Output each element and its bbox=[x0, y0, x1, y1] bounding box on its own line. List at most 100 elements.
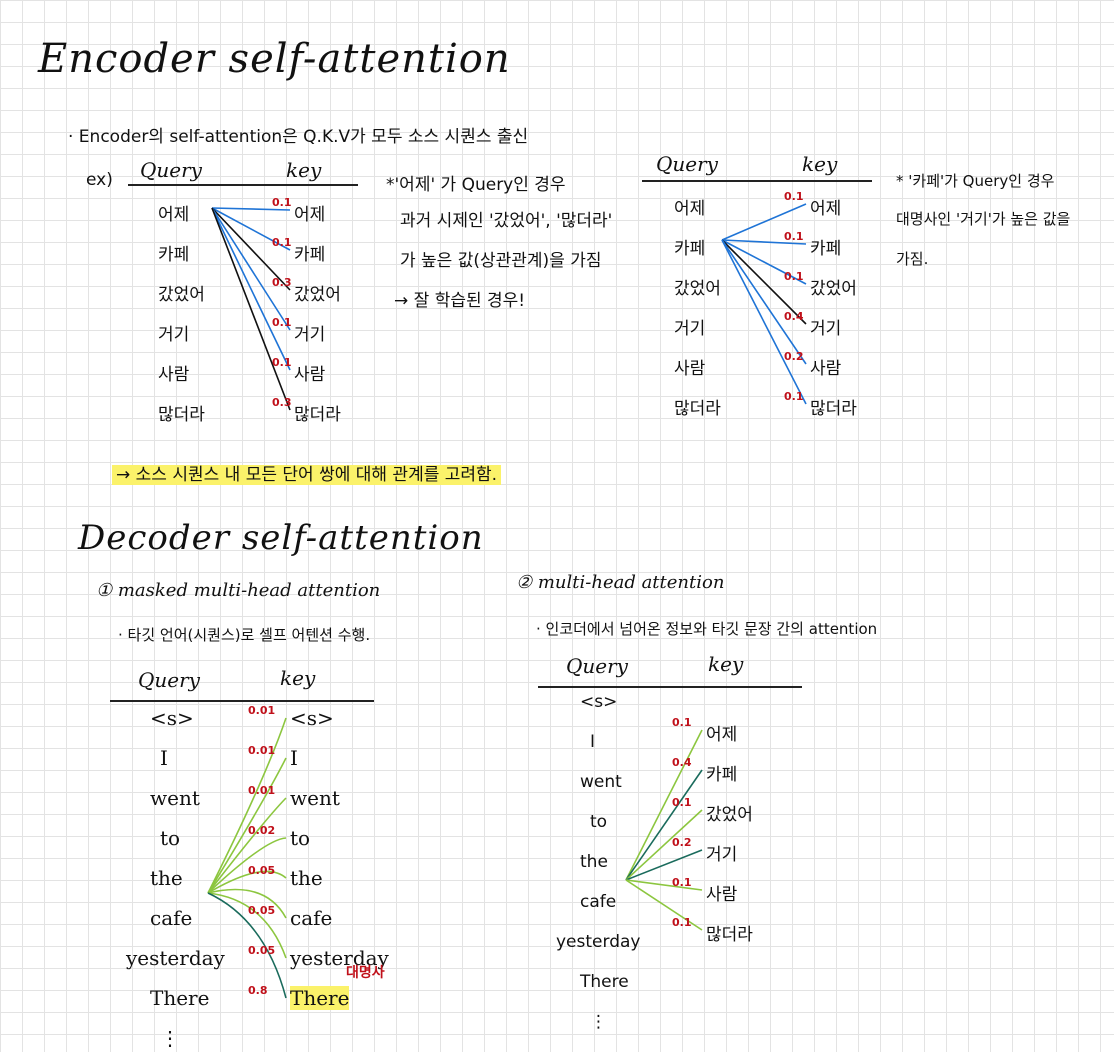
enc-left-weight-label: 0.3 bbox=[272, 276, 292, 289]
enc-left-weight-label: 0.3 bbox=[272, 396, 292, 409]
masked-key-word: There bbox=[290, 986, 350, 1010]
masked-heading: ① masked multi-head attention bbox=[96, 580, 381, 601]
enc-right-key-header: key bbox=[802, 152, 838, 176]
masked-key-word: cafe bbox=[290, 906, 333, 930]
masked-weight-label: 0.05 bbox=[248, 904, 276, 917]
multi-query-word: cafe bbox=[580, 892, 617, 912]
masked-attention-line bbox=[207, 757, 287, 894]
enc-right-attention-line bbox=[721, 239, 807, 245]
masked-bullet: · 타깃 언어(시퀀스)로 셀프 어텐션 수행. bbox=[118, 626, 371, 644]
enc-left-query-word: 사람 bbox=[158, 365, 190, 385]
enc-right-query-header: Query bbox=[656, 152, 718, 176]
enc-right-key-word: 카페 bbox=[810, 239, 842, 259]
enc-right-query-word: 카페 bbox=[674, 239, 706, 259]
enc-left-attention-line bbox=[211, 207, 291, 331]
encoder-summary: → 소스 시퀀스 내 모든 단어 쌍에 대해 관계를 고려함. bbox=[112, 460, 502, 485]
masked-weight-label: 0.02 bbox=[248, 824, 276, 837]
enc-left-query-word: 거기 bbox=[158, 325, 190, 345]
masked-weight-label: 0.01 bbox=[248, 744, 276, 757]
multi-query-word: the bbox=[580, 852, 608, 872]
enc-left-key-word: 사람 bbox=[294, 365, 326, 385]
enc-right-note-1: * '카페'가 Query인 경우 bbox=[896, 172, 1055, 190]
masked-query-header: Query bbox=[138, 668, 200, 692]
enc-right-query-word: 사람 bbox=[674, 359, 706, 379]
enc-right-attention-line bbox=[721, 239, 807, 325]
multi-weight-label: 0.1 bbox=[672, 716, 692, 729]
enc-right-weight-label: 0.4 bbox=[784, 310, 804, 323]
enc-right-key-word: 갔었어 bbox=[810, 279, 857, 299]
enc-right-weight-label: 0.2 bbox=[784, 350, 804, 363]
enc-right-attention-line bbox=[721, 239, 807, 365]
enc-right-weight-label: 0.1 bbox=[784, 270, 804, 283]
encoder-title: Encoder self-attention bbox=[38, 36, 511, 82]
enc-left-query-word: 어제 bbox=[158, 205, 190, 225]
masked-attention-line bbox=[207, 797, 287, 894]
enc-left-note-3: 가 높은 값(상관관계)을 가짐 bbox=[400, 251, 602, 271]
multi-weight-label: 0.1 bbox=[672, 796, 692, 809]
enc-left-key-word: 갔었어 bbox=[294, 285, 341, 305]
enc-left-weight-label: 0.1 bbox=[272, 196, 292, 209]
encoder-summary-text: → 소스 시퀀스 내 모든 단어 쌍에 대해 관계를 고려함. bbox=[112, 465, 502, 485]
multi-query-word: ⋮ bbox=[590, 1012, 607, 1032]
masked-query-word: went bbox=[150, 786, 200, 810]
enc-right-query-word: 갔었어 bbox=[674, 279, 721, 299]
enc-left-note-1: *'어제' 가 Query인 경우 bbox=[386, 175, 566, 195]
masked-query-word: <s> bbox=[150, 706, 194, 730]
encoder-bullet: · Encoder의 self-attention은 Q.K.V가 모두 소스 … bbox=[68, 127, 529, 147]
masked-query-word: There bbox=[150, 986, 210, 1010]
enc-right-key-word: 거기 bbox=[810, 319, 842, 339]
enc-right-note-2: 대명사인 '거기'가 높은 값을 bbox=[896, 210, 1071, 228]
enc-left-query-header: Query bbox=[140, 158, 202, 182]
multi-key-word: 사람 bbox=[706, 885, 738, 905]
multi-key-word: 어제 bbox=[706, 725, 738, 745]
multi-weight-label: 0.1 bbox=[672, 916, 692, 929]
enc-left-weight-label: 0.1 bbox=[272, 316, 292, 329]
masked-weight-label: 0.05 bbox=[248, 864, 276, 877]
masked-attention-line bbox=[207, 870, 287, 894]
enc-right-weight-label: 0.1 bbox=[784, 390, 804, 403]
masked-key-word: <s> bbox=[290, 706, 334, 730]
enc-right-key-word: 많더라 bbox=[810, 399, 857, 419]
multi-query-word: <s> bbox=[580, 692, 618, 712]
enc-left-header-rule bbox=[128, 184, 358, 186]
masked-attention-line bbox=[207, 837, 287, 894]
masked-query-word: cafe bbox=[150, 906, 193, 930]
masked-query-word: I bbox=[160, 746, 168, 770]
multi-attention-line bbox=[625, 809, 703, 881]
enc-right-note-3: 가짐. bbox=[896, 250, 929, 268]
masked-weight-label: 0.8 bbox=[248, 984, 268, 997]
enc-left-attention-line bbox=[211, 207, 291, 211]
enc-right-weight-label: 0.1 bbox=[784, 190, 804, 203]
masked-query-word: to bbox=[160, 826, 181, 850]
masked-attention-line bbox=[207, 892, 287, 959]
enc-left-key-word: 어제 bbox=[294, 205, 326, 225]
masked-query-word: ⋮ bbox=[160, 1026, 180, 1050]
masked-query-word: yesterday bbox=[126, 946, 225, 970]
multi-heading: ② multi-head attention bbox=[516, 572, 725, 593]
masked-weight-label: 0.05 bbox=[248, 944, 276, 957]
masked-header-rule bbox=[110, 700, 374, 702]
multi-query-word: to bbox=[590, 812, 608, 832]
enc-right-header-rule bbox=[642, 180, 872, 182]
enc-left-key-word: 많더라 bbox=[294, 405, 341, 425]
example-label: ex) bbox=[86, 170, 113, 190]
multi-key-word: 카페 bbox=[706, 765, 738, 785]
masked-attention-line bbox=[207, 888, 287, 919]
multi-attention-line bbox=[625, 769, 703, 881]
enc-left-attention-line bbox=[211, 207, 291, 251]
enc-left-weight-label: 0.1 bbox=[272, 356, 292, 369]
masked-attention-line bbox=[207, 892, 287, 999]
enc-left-key-word: 카페 bbox=[294, 245, 326, 265]
enc-left-query-word: 많더라 bbox=[158, 405, 205, 425]
multi-query-header: Query bbox=[566, 654, 628, 678]
multi-key-word: 갔었어 bbox=[706, 805, 753, 825]
enc-right-key-word: 사람 bbox=[810, 359, 842, 379]
multi-query-word: yesterday bbox=[556, 932, 641, 952]
masked-key-header: key bbox=[280, 666, 316, 690]
enc-right-query-word: 어제 bbox=[674, 199, 706, 219]
enc-left-attention-line bbox=[211, 207, 291, 371]
multi-weight-label: 0.2 bbox=[672, 836, 692, 849]
